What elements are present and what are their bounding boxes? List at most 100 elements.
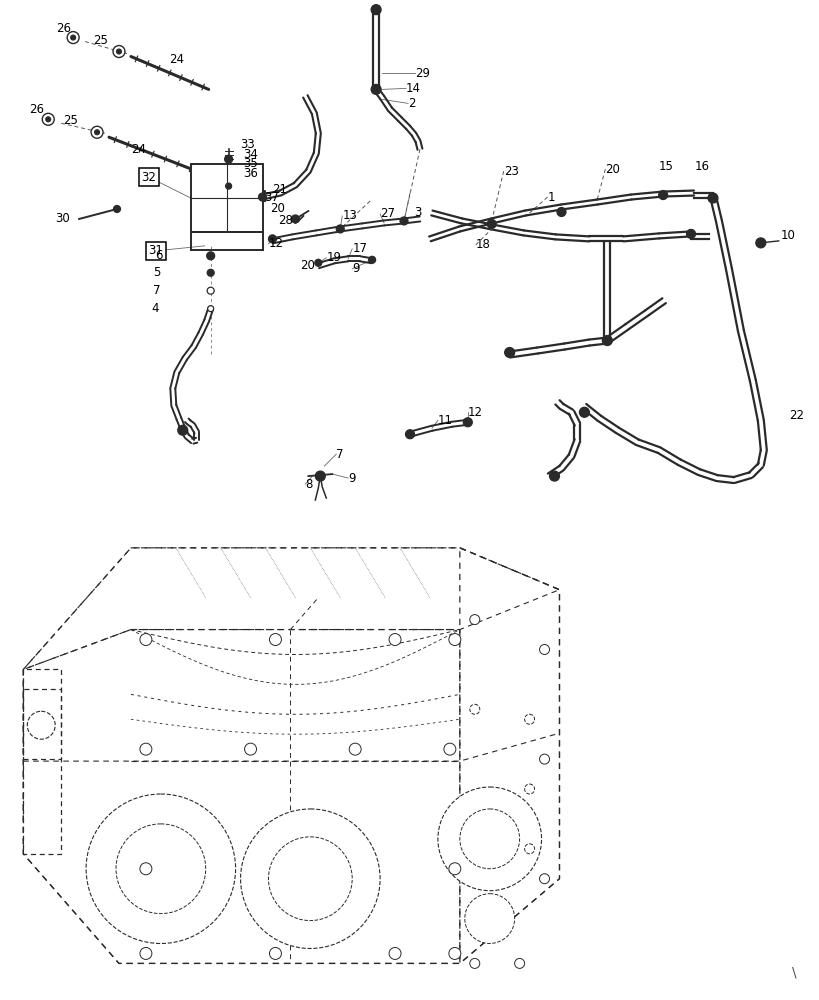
Text: 23: 23 — [503, 165, 518, 178]
Circle shape — [469, 615, 479, 625]
Circle shape — [244, 743, 256, 755]
Text: 27: 27 — [380, 207, 395, 220]
Circle shape — [349, 743, 360, 755]
Circle shape — [658, 191, 667, 200]
Circle shape — [225, 183, 231, 189]
Circle shape — [524, 714, 534, 724]
Circle shape — [269, 947, 281, 959]
Text: 22: 22 — [788, 409, 803, 422]
Text: 34: 34 — [243, 148, 258, 161]
Text: 11: 11 — [437, 414, 452, 427]
Circle shape — [539, 874, 549, 884]
Text: 2: 2 — [408, 97, 415, 110]
Circle shape — [549, 471, 559, 481]
Circle shape — [140, 947, 152, 959]
Circle shape — [469, 958, 479, 968]
Text: 30: 30 — [55, 212, 70, 225]
Circle shape — [268, 837, 352, 921]
Text: 33: 33 — [240, 138, 255, 151]
Circle shape — [459, 809, 519, 869]
Circle shape — [556, 207, 565, 216]
Circle shape — [113, 46, 124, 58]
Circle shape — [579, 407, 589, 417]
Text: 12: 12 — [268, 237, 283, 250]
Text: 6: 6 — [155, 249, 162, 262]
Text: \: \ — [790, 965, 795, 979]
Circle shape — [268, 235, 276, 243]
Bar — [191, 164, 262, 232]
Text: 32: 32 — [142, 171, 156, 184]
Circle shape — [405, 430, 414, 439]
Circle shape — [602, 336, 612, 346]
Circle shape — [291, 215, 299, 223]
Text: 25: 25 — [63, 114, 78, 127]
Circle shape — [207, 287, 214, 294]
Circle shape — [27, 711, 55, 739]
Circle shape — [115, 824, 206, 914]
Circle shape — [707, 193, 717, 203]
Text: 36: 36 — [243, 167, 258, 180]
Text: 21: 21 — [272, 183, 287, 196]
Text: 24: 24 — [169, 53, 183, 66]
Text: 18: 18 — [475, 238, 490, 251]
Circle shape — [524, 844, 534, 854]
Text: 4: 4 — [151, 302, 158, 315]
Circle shape — [448, 634, 460, 646]
Circle shape — [388, 634, 400, 646]
Text: 26: 26 — [57, 22, 71, 35]
Circle shape — [463, 418, 472, 427]
Circle shape — [91, 126, 103, 138]
Text: 26: 26 — [29, 103, 44, 116]
Circle shape — [140, 863, 152, 875]
Circle shape — [448, 863, 460, 875]
Circle shape — [539, 754, 549, 764]
Text: 8: 8 — [305, 478, 312, 491]
Text: 16: 16 — [695, 160, 709, 173]
Circle shape — [504, 348, 514, 357]
Circle shape — [371, 5, 381, 15]
Circle shape — [369, 256, 375, 263]
Circle shape — [755, 238, 765, 248]
Circle shape — [464, 894, 514, 943]
Text: 10: 10 — [780, 229, 794, 242]
Text: 5: 5 — [152, 266, 160, 279]
Text: 29: 29 — [414, 67, 429, 80]
Circle shape — [336, 225, 344, 233]
Circle shape — [94, 130, 99, 135]
Circle shape — [207, 306, 214, 312]
Circle shape — [140, 743, 152, 755]
Text: 35: 35 — [243, 157, 258, 170]
Text: 20: 20 — [300, 259, 314, 272]
Circle shape — [400, 217, 408, 225]
Circle shape — [388, 947, 400, 959]
Circle shape — [469, 704, 479, 714]
Text: 12: 12 — [467, 406, 482, 419]
Text: 15: 15 — [658, 160, 673, 173]
Text: 28: 28 — [278, 214, 293, 227]
Text: 14: 14 — [405, 82, 420, 95]
Circle shape — [486, 219, 495, 228]
Text: 1: 1 — [547, 191, 554, 204]
Text: 24: 24 — [131, 143, 146, 156]
Circle shape — [686, 229, 695, 238]
Circle shape — [224, 155, 233, 163]
Circle shape — [178, 425, 188, 435]
Text: 3: 3 — [414, 206, 421, 219]
Text: 13: 13 — [342, 209, 356, 222]
Circle shape — [240, 809, 380, 948]
Circle shape — [67, 32, 79, 44]
Circle shape — [206, 252, 215, 260]
Text: 7: 7 — [336, 448, 343, 461]
Circle shape — [207, 269, 214, 276]
Circle shape — [258, 193, 266, 201]
Circle shape — [524, 784, 534, 794]
Circle shape — [539, 645, 549, 654]
Text: 20: 20 — [604, 163, 619, 176]
Circle shape — [46, 117, 51, 122]
Circle shape — [437, 787, 541, 891]
Circle shape — [314, 259, 321, 266]
Text: 17: 17 — [352, 242, 367, 255]
Text: 20: 20 — [270, 202, 285, 215]
Circle shape — [113, 206, 120, 212]
Text: 19: 19 — [326, 251, 341, 264]
